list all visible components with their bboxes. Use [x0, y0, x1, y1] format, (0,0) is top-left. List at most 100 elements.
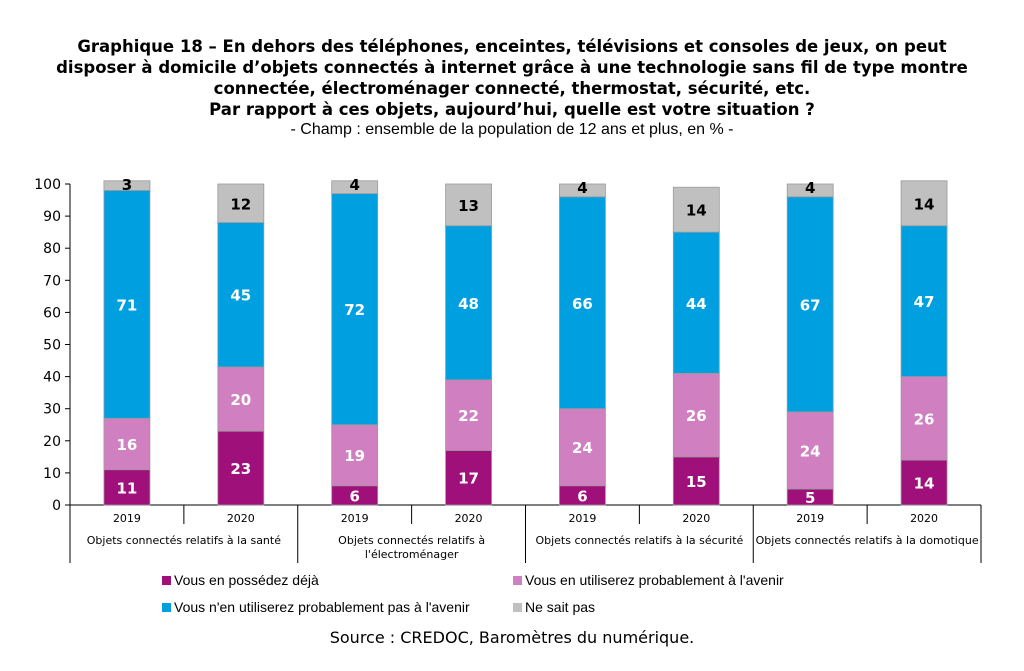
data-label: 5 [805, 489, 815, 507]
bar-segment [445, 183, 492, 227]
data-label: 67 [800, 296, 821, 314]
bar-segment [217, 222, 265, 368]
data-label: 11 [117, 479, 138, 497]
legend-item-nsp: Ne sait pas [513, 599, 595, 615]
data-label: 13 [458, 197, 479, 215]
data-label: 23 [230, 460, 251, 478]
bar-segment [103, 417, 151, 471]
bar-segment [103, 469, 151, 506]
chart-title-line-2: disposer à domicile d’objets connectés à… [56, 58, 968, 77]
bar-segment [331, 424, 379, 487]
bar-segment [672, 372, 720, 458]
y-tick-label: 90 [43, 209, 61, 225]
bar-segment [331, 180, 379, 195]
legend-swatch-nsp [513, 602, 522, 612]
bar-segment [445, 379, 492, 451]
bar-segment [331, 193, 379, 426]
bar-segment [786, 183, 834, 198]
data-label: 48 [458, 295, 479, 313]
y-tick-label: 0 [52, 498, 61, 514]
data-label: 17 [458, 470, 479, 488]
data-label: 44 [686, 295, 707, 313]
source-note: Source : CREDOC, Baromètres du numérique… [329, 628, 695, 647]
data-label: 66 [572, 295, 593, 313]
bar-segment [103, 190, 151, 419]
data-label: 71 [117, 296, 138, 314]
y-tick-label: 30 [43, 402, 61, 418]
data-label: 26 [686, 407, 707, 425]
data-label: 3 [122, 176, 132, 194]
data-label: 47 [914, 293, 935, 311]
bar-segment [900, 225, 948, 377]
legend-label-nutiliserez: Vous n'en utiliserez probablement pas à … [174, 599, 470, 615]
bar-segment [559, 196, 606, 410]
x-category-label: 2019 [113, 512, 141, 525]
legend-item-utiliserez: Vous en utiliserez probablement à l'aven… [513, 572, 784, 588]
data-label: 26 [914, 410, 935, 428]
data-label: 24 [572, 439, 593, 457]
chart-title-line-4: Par rapport à ces objets, aujourd’hui, q… [209, 100, 815, 119]
legend-item-nutiliserez: Vous n'en utiliserez probablement pas à … [162, 599, 470, 615]
data-label: 19 [344, 447, 365, 465]
legend-swatch-utiliserez [513, 575, 522, 585]
data-label: 72 [344, 301, 365, 319]
bar-segment [900, 459, 948, 506]
bar-segment [217, 430, 265, 506]
y-tick-label: 80 [43, 241, 61, 257]
chart-title-line-1: Graphique 18 – En dehors des téléphones,… [77, 37, 947, 56]
bar-segment [672, 231, 720, 374]
data-label: 15 [686, 473, 707, 491]
chart-title-line-3: connectée, électroménager connecté, ther… [213, 79, 811, 98]
bar-segment [900, 376, 948, 461]
x-category-label: 2020 [227, 512, 255, 525]
bar-segment [559, 408, 606, 487]
bar-segment [672, 456, 720, 506]
data-label: 14 [914, 475, 935, 493]
legend-label-utiliserez: Vous en utiliserez probablement à l'aven… [525, 572, 784, 588]
x-category-label: 2020 [455, 512, 483, 525]
data-label: 4 [577, 179, 587, 197]
x-category-label: 2019 [341, 512, 369, 525]
bar-segment [900, 180, 948, 227]
bar-segment [786, 196, 834, 413]
y-tick-label: 60 [43, 305, 61, 321]
data-label: 4 [349, 176, 359, 194]
data-label: 12 [230, 195, 251, 213]
x-category-label: 2020 [910, 512, 938, 525]
x-group-label: l'électroménager [365, 548, 459, 561]
bar-segment [445, 450, 492, 506]
data-label: 6 [349, 487, 359, 505]
x-group-label: Objets connectés relatifs à la domotique [756, 534, 979, 547]
x-group-label: Objets connectés relatifs à [338, 534, 485, 547]
chart-title: Graphique 18 – En dehors des téléphones,… [0, 36, 1024, 140]
bar-segment [217, 366, 265, 432]
x-category-label: 2020 [682, 512, 710, 525]
data-label: 6 [577, 487, 587, 505]
x-group-label: Objets connectés relatifs à la santé [87, 534, 281, 547]
bar-segment [217, 183, 265, 223]
data-label: 14 [914, 195, 935, 213]
y-tick-label: 70 [43, 273, 61, 289]
bar-segment [786, 411, 834, 490]
bar-segment [559, 183, 606, 198]
y-tick-label: 10 [43, 466, 61, 482]
x-category-label: 2019 [796, 512, 824, 525]
bar-segment [672, 186, 720, 233]
y-tick-label: 100 [34, 177, 61, 193]
data-label: 22 [458, 407, 479, 425]
legend-label-nsp: Ne sait pas [525, 599, 596, 615]
data-label: 45 [230, 287, 251, 305]
data-label: 14 [686, 202, 707, 220]
legend-swatch-possedez [162, 575, 171, 585]
legend-item-possedez: Vous en possédez déjà [162, 572, 319, 588]
x-category-label: 2019 [568, 512, 596, 525]
chart-subtitle: - Champ : ensemble de la population de 1… [290, 121, 734, 138]
y-tick-label: 20 [43, 434, 61, 450]
y-tick-label: 50 [43, 338, 61, 354]
data-label: 24 [800, 442, 821, 460]
data-label: 16 [117, 436, 138, 454]
y-tick-label: 40 [43, 370, 61, 386]
x-group-label: Objets connectés relatifs à la sécurité [535, 534, 743, 547]
bar-segment [445, 225, 492, 381]
legend-swatch-nutiliserez [162, 602, 171, 612]
